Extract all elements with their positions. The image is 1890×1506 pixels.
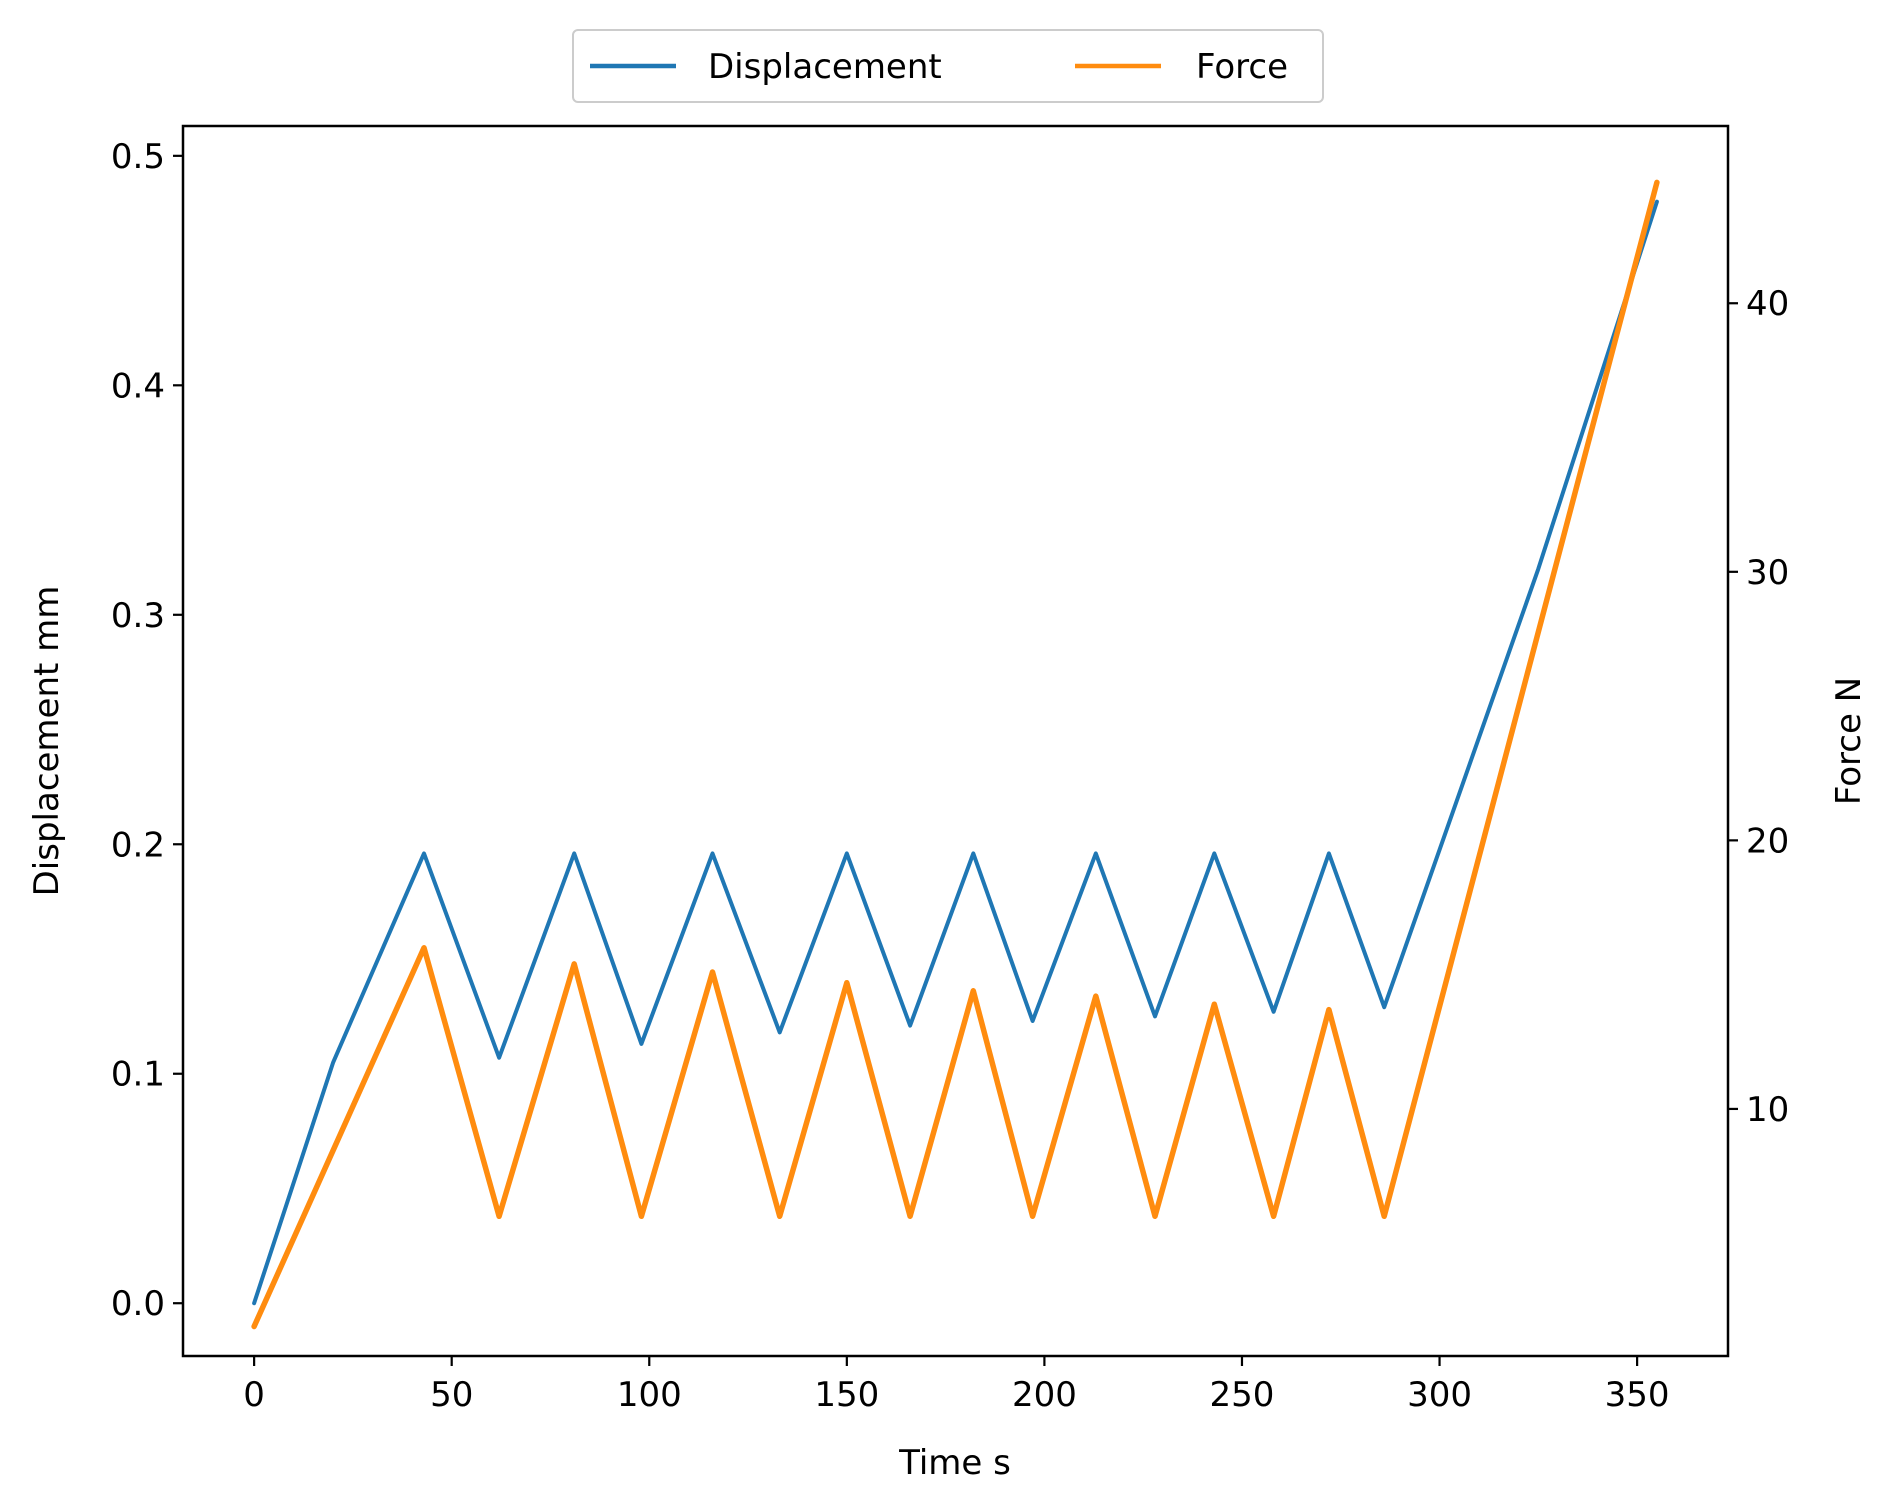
legend: Displacement Force [572,29,1324,103]
x-tick-label: 50 [430,1375,473,1415]
y-right-tick-label: 10 [1746,1090,1789,1130]
x-tick-label: 250 [1210,1375,1275,1415]
y-left-tick-label: 0.1 [111,1055,165,1095]
y-right-tick-label: 40 [1746,284,1789,324]
legend-label-force: Force [1196,47,1288,87]
y-right-tick-label: 30 [1746,553,1789,593]
x-tick-label: 300 [1407,1375,1472,1415]
x-tick-label: 100 [617,1375,682,1415]
y-left-tick-label: 0.3 [111,596,165,636]
x-tick-label: 200 [1012,1375,1077,1415]
x-tick-label: 150 [814,1375,879,1415]
y-left-tick-label: 0.5 [111,137,165,177]
y-axis-right: 10 20 30 40 [1728,284,1789,1130]
x-axis-title: Time s [898,1443,1011,1483]
y-axis-right-title: Force N [1829,677,1869,805]
y-left-tick-label: 0.2 [111,825,165,865]
plot-lines [251,179,1660,1330]
y-left-tick-label: 0.0 [111,1284,165,1324]
y-right-tick-label: 20 [1746,821,1789,861]
plot-frame [181,124,1730,1358]
x-tick-label: 0 [243,1375,265,1415]
y-axis-left: 0.0 0.1 0.2 0.3 0.4 0.5 [111,137,183,1324]
y-axis-left-title: Displacement mm [27,586,67,897]
y-left-tick-label: 0.4 [111,366,165,406]
legend-box [572,29,1324,103]
x-axis: 0 50 100 150 200 250 300 350 [243,1356,1670,1415]
x-tick-label: 350 [1605,1375,1670,1415]
series-line-force [251,179,1660,1330]
series-line-displacement [252,199,1659,1306]
legend-label-displacement: Displacement [708,47,942,87]
